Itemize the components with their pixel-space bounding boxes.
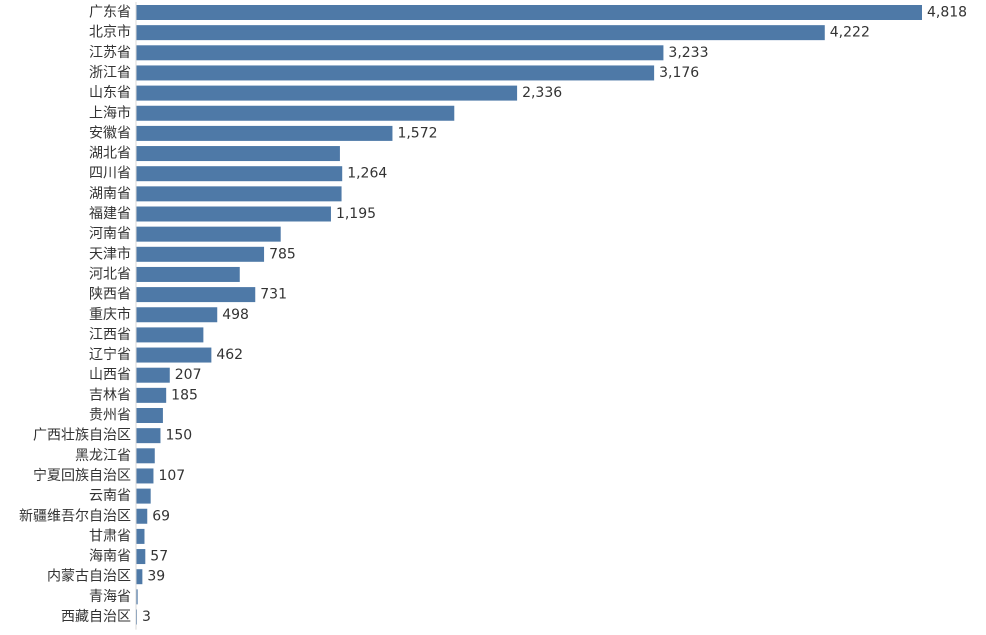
category-label: 广西壮族自治区 bbox=[33, 428, 131, 444]
category-label: 海南省 bbox=[89, 549, 131, 565]
bar-1 bbox=[136, 25, 825, 41]
bar-14 bbox=[136, 287, 256, 303]
bar-3 bbox=[136, 65, 655, 81]
category-label: 山西省 bbox=[89, 367, 131, 383]
category-label: 上海市 bbox=[89, 104, 131, 121]
bar-2 bbox=[136, 45, 664, 61]
bar-0 bbox=[136, 5, 922, 20]
bar-9 bbox=[136, 186, 342, 202]
value-label: 39 bbox=[147, 569, 165, 585]
bar-25 bbox=[136, 508, 148, 524]
bar-20 bbox=[136, 408, 163, 423]
category-label: 河北省 bbox=[89, 266, 131, 282]
value-labels-group: 4,818 4,222 3,233 3,176 2,336 1,572 1,264 1,195… bbox=[142, 5, 967, 626]
bar-19 bbox=[136, 387, 167, 403]
value-label: 3 bbox=[142, 609, 151, 625]
bar-4 bbox=[136, 85, 518, 101]
value-label: 462 bbox=[216, 347, 243, 363]
bar-6 bbox=[136, 125, 393, 141]
category-label: 山东省 bbox=[89, 85, 131, 101]
category-labels-group: 广东省北京市江苏省浙江省山东省上海市安徽省湖北省四川省湖南省福建省河南省天津市河… bbox=[19, 5, 131, 626]
category-label: 江苏省 bbox=[89, 45, 131, 61]
category-label: 福建省 bbox=[89, 206, 131, 222]
category-label: 北京市 bbox=[89, 24, 131, 41]
category-label: 甘肃省 bbox=[89, 528, 131, 544]
category-label: 云南省 bbox=[89, 488, 131, 504]
bars-group bbox=[136, 5, 922, 625]
bar-11 bbox=[136, 226, 281, 242]
value-label: 2,336 bbox=[522, 85, 562, 101]
category-label: 贵州省 bbox=[89, 408, 131, 424]
bar-22 bbox=[136, 448, 155, 464]
category-label: 四川省 bbox=[89, 166, 131, 182]
value-label: 4,818 bbox=[927, 5, 967, 21]
value-label: 3,233 bbox=[668, 45, 708, 61]
bar-12 bbox=[136, 246, 265, 262]
bar-8 bbox=[136, 166, 343, 182]
bar-17 bbox=[136, 347, 212, 363]
value-label: 207 bbox=[175, 367, 202, 383]
bar-21 bbox=[136, 428, 161, 444]
bar-27 bbox=[136, 549, 146, 565]
bar-26 bbox=[136, 528, 145, 544]
bar-5 bbox=[136, 105, 455, 121]
category-label: 新疆维吾尔自治区 bbox=[19, 508, 131, 524]
bar-10 bbox=[136, 206, 331, 222]
category-label: 浙江省 bbox=[89, 65, 131, 81]
value-label: 57 bbox=[150, 549, 168, 565]
value-label: 69 bbox=[152, 508, 170, 524]
bar-7 bbox=[136, 146, 340, 162]
category-label: 吉林省 bbox=[89, 387, 131, 403]
category-label: 河南省 bbox=[89, 226, 131, 242]
value-label: 498 bbox=[222, 307, 249, 323]
category-label: 湖南省 bbox=[89, 186, 131, 202]
category-label: 内蒙古自治区 bbox=[47, 569, 131, 585]
category-label: 湖北省 bbox=[89, 146, 131, 162]
category-label: 重庆市 bbox=[89, 306, 131, 323]
bar-28 bbox=[136, 569, 143, 585]
category-label: 江西省 bbox=[89, 327, 131, 343]
category-label: 安徽省 bbox=[89, 125, 131, 141]
value-label: 185 bbox=[171, 387, 198, 403]
category-label: 西藏自治区 bbox=[61, 609, 131, 625]
bar-16 bbox=[136, 327, 204, 343]
value-label: 150 bbox=[165, 428, 192, 444]
bar-29 bbox=[136, 589, 138, 605]
value-label: 731 bbox=[260, 287, 287, 303]
bar-18 bbox=[136, 367, 170, 383]
value-label: 4,222 bbox=[830, 25, 870, 41]
value-label: 785 bbox=[269, 246, 296, 262]
value-label: 107 bbox=[158, 468, 185, 484]
value-label: 1,572 bbox=[397, 125, 437, 141]
category-label: 陕西省 bbox=[89, 287, 131, 303]
value-label: 3,176 bbox=[659, 65, 699, 81]
category-label: 天津市 bbox=[89, 245, 131, 262]
value-label: 1,264 bbox=[347, 166, 387, 182]
bar-24 bbox=[136, 488, 151, 504]
category-label: 宁夏回族自治区 bbox=[33, 467, 131, 484]
value-label: 1,195 bbox=[336, 206, 376, 222]
bar-13 bbox=[136, 266, 240, 282]
category-label: 广东省 bbox=[89, 5, 131, 21]
category-label: 辽宁省 bbox=[89, 346, 131, 363]
bar-23 bbox=[136, 468, 154, 484]
category-label: 青海省 bbox=[89, 589, 131, 605]
bar-15 bbox=[136, 307, 218, 323]
category-label: 黑龙江省 bbox=[75, 448, 131, 464]
